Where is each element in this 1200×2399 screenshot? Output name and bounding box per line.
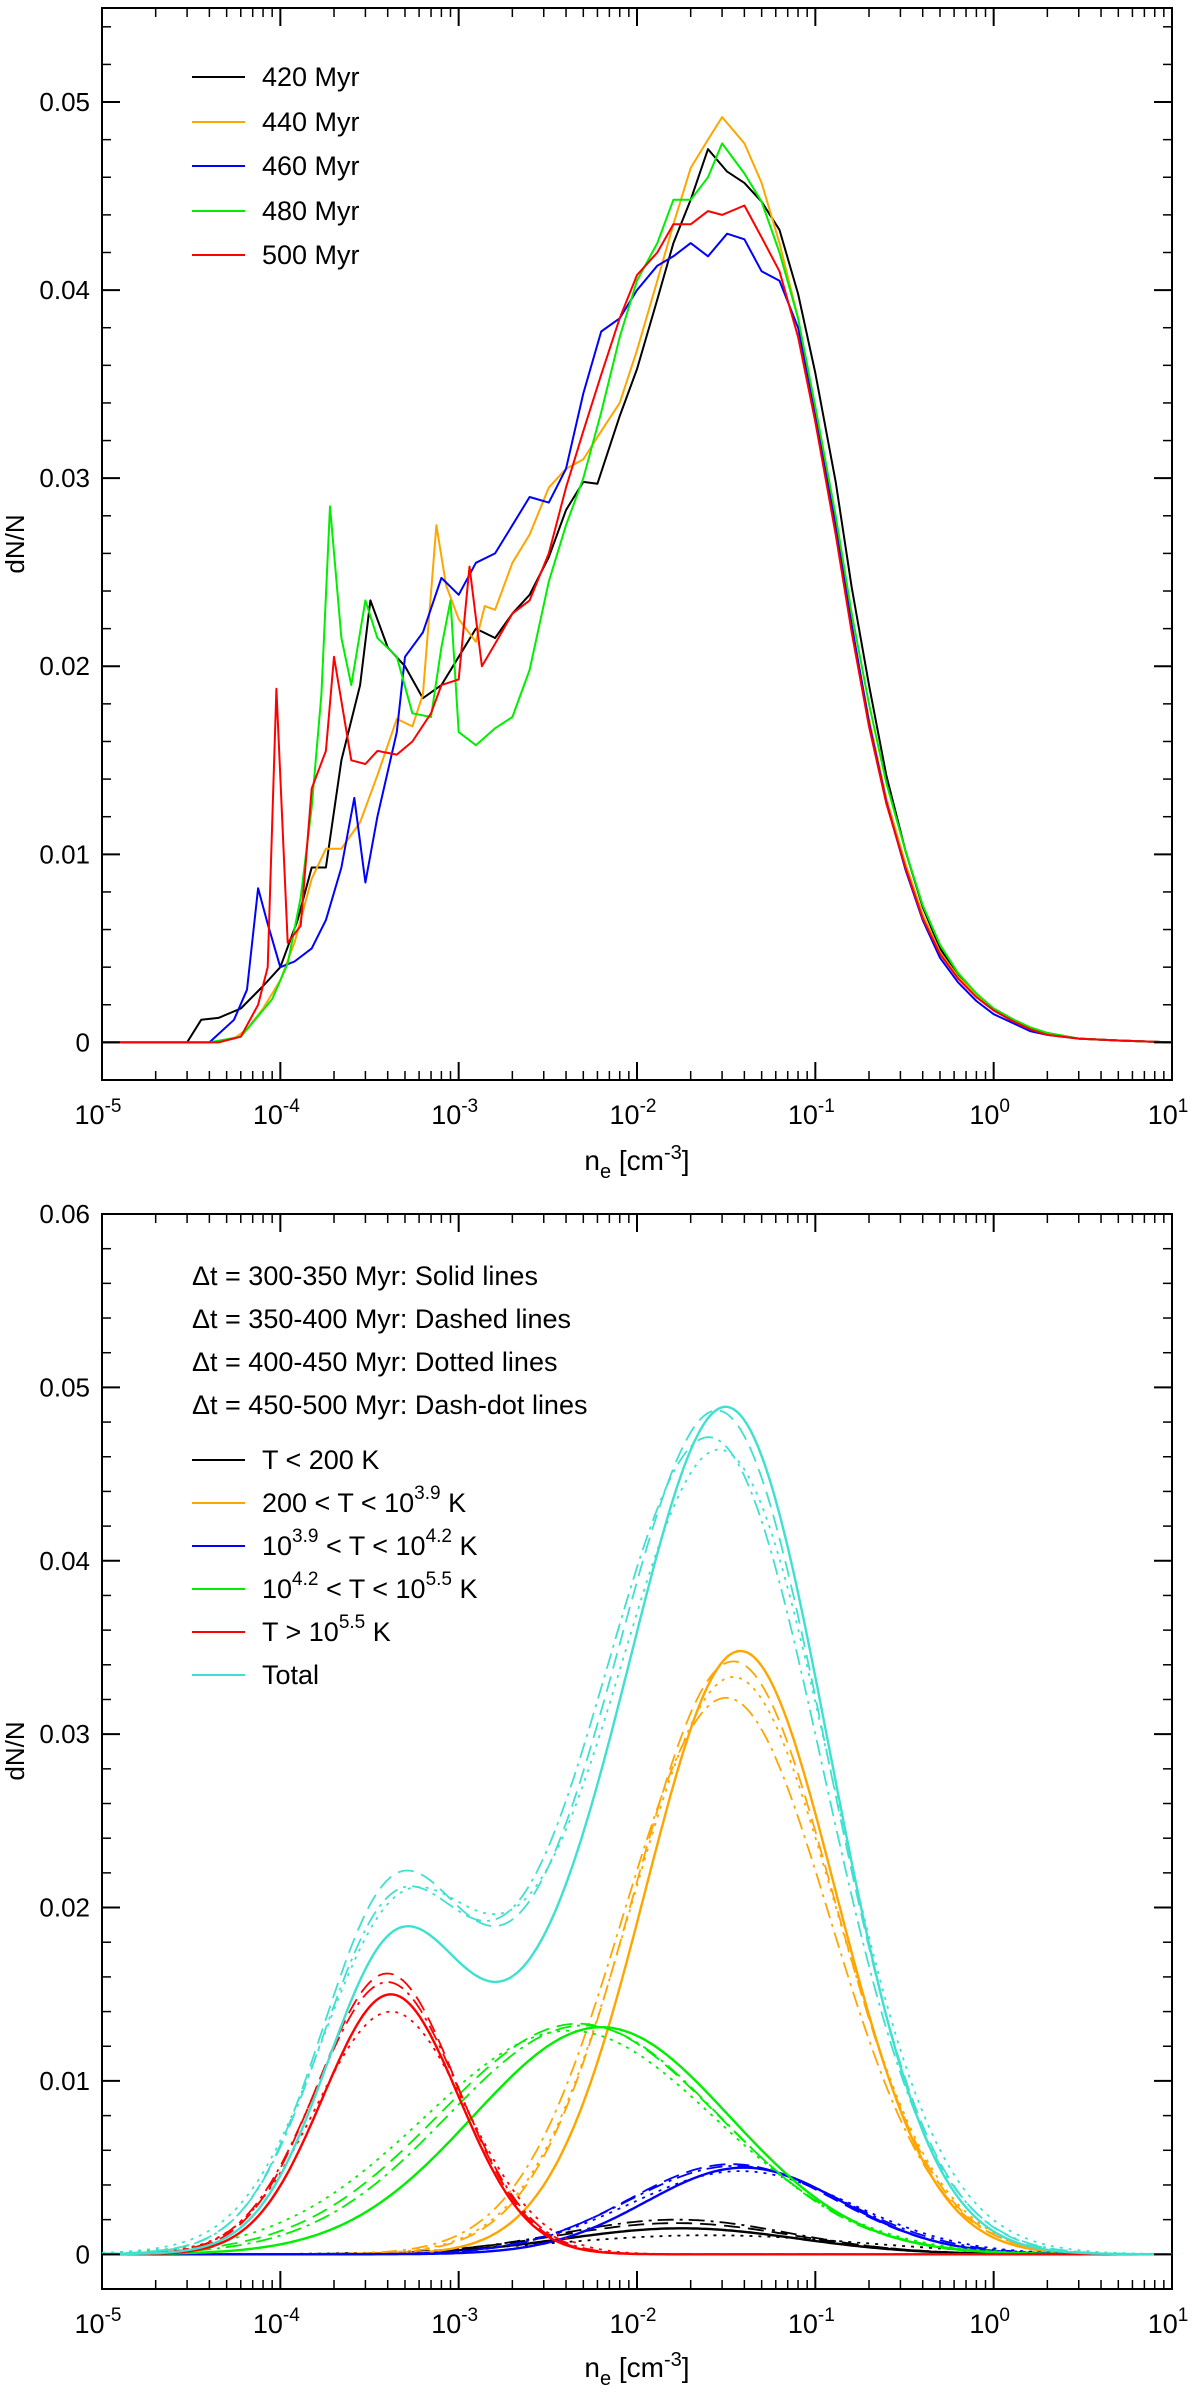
legend-label-1: 200 < T < 103.9 K [262,1483,466,1518]
top-x-tick-label: 101 [1148,1096,1189,1130]
bottom-x-tick-label: 10-1 [788,2305,835,2339]
bottom-y-tick-label: 0.03 [39,1719,90,1749]
top-y-tick-label: 0.04 [39,275,90,305]
bottom-x-tick-label: 101 [1148,2305,1189,2339]
bottom-style-notes: Δt = 300-350 Myr: Solid lines Δt = 350-4… [192,1261,587,1420]
style-note-dotted: Δt = 400-450 Myr: Dotted lines [192,1347,557,1377]
series-line-total-dotted [101,1448,1172,2255]
bottom-series-group [101,1405,1172,2256]
bottom-x-tick-label: 10-2 [610,2305,657,2339]
series-line-460-myr [102,232,1173,1044]
top-y-tick-label: 0.01 [39,839,90,869]
bottom-y-tick-label: 0 [76,2239,90,2269]
top-y-axis-label: dN/N [0,514,30,573]
bottom-x-axis-label: ne [cm-3] [584,2349,689,2390]
legend-label-460-myr: 460 Myr [262,151,360,181]
style-note-dashed: Δt = 350-400 Myr: Dashed lines [192,1304,571,1334]
bottom-y-tick-label: 0.01 [39,2066,90,2096]
legend-label-5: Total [262,1660,319,1690]
bottom-axis-ticks: 0 0.01 0.02 0.03 0.04 0.05 0.06 10-5 10-4 10-3 10-… [39,1199,1188,2339]
top-x-tick-label: 10-3 [431,1096,478,1130]
bottom-y-tick-label: 0.06 [39,1199,90,1229]
bottom-x-tick-label: 10-5 [75,2305,122,2339]
series-line-480-myr [102,142,1173,1044]
bottom-y-axis-label: dN/N [0,1721,30,1780]
series-line-104-2-t-105-5-k-dashdot [102,2024,1172,2256]
series-line-total-solid [102,1405,1172,2256]
bottom-y-tick-label: 0.04 [39,1546,90,1576]
top-legend: 420 Myr 440 Myr 460 Myr 480 Myr 500 Myr [192,62,360,270]
top-x-tick-label: 10-4 [253,1096,300,1130]
series-line-total-dashdot [102,1436,1172,2256]
series-line-t-105-5-k-dashdot [102,1981,1172,2256]
series-line-500-myr [102,204,1173,1044]
bottom-panel: 0 0.01 0.02 0.03 0.04 0.05 0.06 10-5 10-4 10-3 10-… [0,1199,1188,2390]
bottom-x-tick-label: 10-3 [431,2305,478,2339]
legend-label-480-myr: 480 Myr [262,196,360,226]
top-panel: 0 0.01 0.02 0.03 0.04 0.05 10-5 10-4 10-3 10-2 10-… [0,7,1188,1183]
legend-label-500-myr: 500 Myr [262,240,360,270]
series-line-104-2-t-105-5-k-dotted [101,2029,1172,2256]
top-y-tick-label: 0.03 [39,463,90,493]
top-x-axis-label: ne [cm-3] [584,1142,689,1183]
bottom-temperature-legend: T < 200 K 200 < T < 103.9 K 103.9 < T < 10… [192,1445,478,1690]
top-y-tick-label: 0.05 [39,87,90,117]
top-axis-ticks: 0 0.01 0.02 0.03 0.04 0.05 10-5 10-4 10-3 10-2 10-… [39,8,1188,1130]
legend-label-440-myr: 440 Myr [262,107,360,137]
series-line-420-myr [102,148,1173,1044]
style-note-solid: Δt = 300-350 Myr: Solid lines [192,1261,538,1291]
top-series-group [102,116,1173,1044]
legend-label-420-myr: 420 Myr [262,62,360,92]
bottom-x-tick-label: 100 [969,2305,1010,2339]
bottom-y-tick-label: 0.02 [39,1893,90,1923]
top-x-tick-label: 10-2 [610,1096,657,1130]
legend-label-3: 104.2 < T < 105.5 K [262,1569,478,1604]
series-line-total-dashed [101,1409,1172,2256]
top-y-tick-label: 0 [76,1027,90,1057]
series-line-103-9-t-104-2-k-dashdot [102,2165,1172,2256]
bottom-x-tick-label: 10-4 [253,2305,300,2339]
bottom-y-tick-label: 0.05 [39,1372,90,1402]
legend-label-2: 103.9 < T < 104.2 K [262,1526,478,1561]
legend-label-4: T > 105.5 K [262,1612,391,1647]
series-line-103-9-t-104-2-k-dotted [102,2170,1172,2256]
top-x-tick-label: 10-1 [788,1096,835,1130]
top-x-tick-label: 10-5 [75,1096,122,1130]
style-note-dashdot: Δt = 450-500 Myr: Dash-dot lines [192,1390,587,1420]
legend-label-0: T < 200 K [262,1445,379,1475]
top-y-tick-label: 0.02 [39,651,90,681]
top-x-tick-label: 100 [969,1096,1010,1130]
